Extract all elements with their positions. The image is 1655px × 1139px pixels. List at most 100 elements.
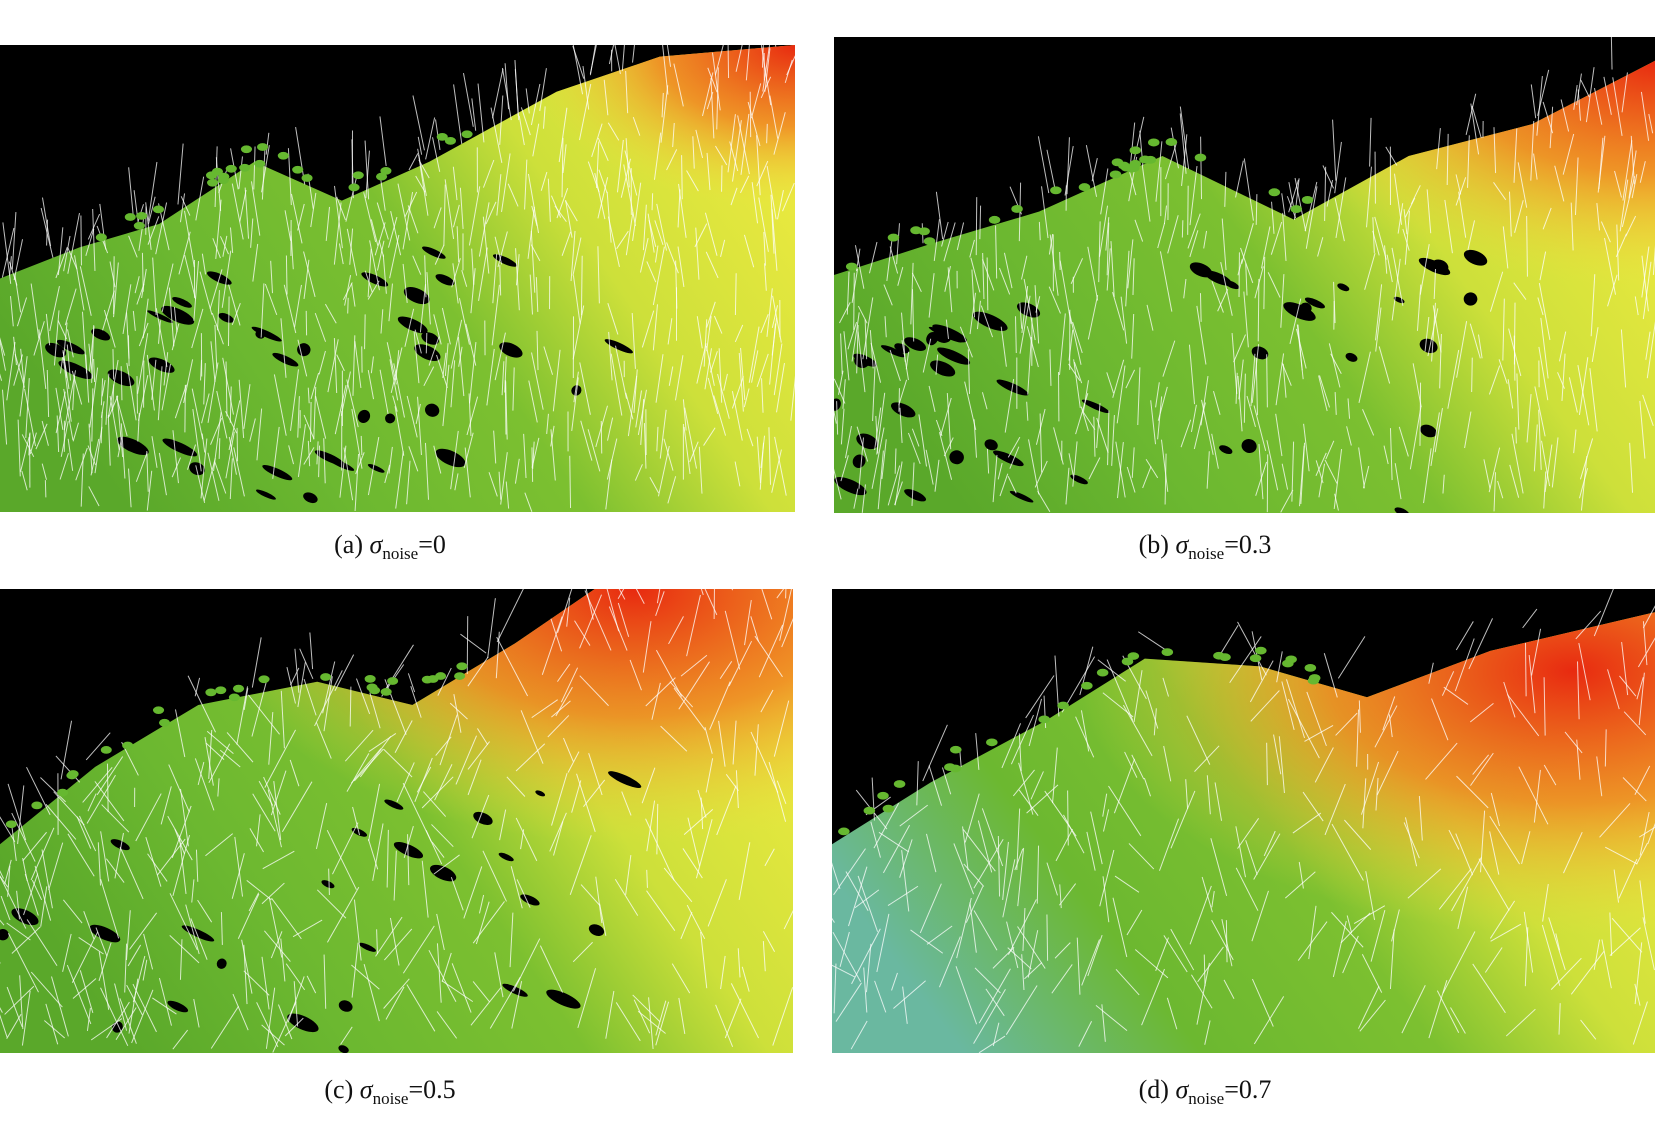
- normal-stroke: [324, 955, 326, 1009]
- gap: [216, 958, 227, 969]
- point: [435, 672, 447, 680]
- normal-stroke: [40, 778, 65, 802]
- normal-stroke: [528, 207, 534, 259]
- normal-stroke: [91, 1019, 122, 1040]
- normal-stroke: [577, 774, 596, 832]
- normal-stroke: [1276, 353, 1284, 405]
- normal-stroke: [376, 917, 403, 956]
- normal-stroke: [350, 687, 351, 727]
- normal-stroke: [133, 984, 157, 1032]
- normal-stroke: [660, 410, 666, 459]
- normal-stroke: [337, 355, 345, 371]
- normal-stroke: [245, 188, 248, 239]
- point: [1290, 205, 1303, 214]
- normal-stroke: [1277, 651, 1283, 682]
- normal-stroke: [269, 712, 273, 765]
- normal-stroke: [1026, 676, 1054, 718]
- normal-stroke: [502, 153, 511, 212]
- normal-stroke: [1612, 918, 1642, 952]
- normal-stroke: [980, 206, 981, 240]
- normal-stroke: [728, 45, 729, 78]
- normal-stroke: [123, 284, 131, 334]
- gap: [429, 864, 457, 882]
- normal-stroke: [113, 384, 114, 410]
- point: [436, 133, 448, 141]
- normal-stroke: [1335, 494, 1339, 511]
- normal-stroke: [209, 730, 212, 779]
- gap: [984, 439, 998, 451]
- normal-stroke: [521, 107, 530, 135]
- normal-stroke: [656, 650, 681, 696]
- normal-stroke: [307, 976, 316, 993]
- gap: [1009, 490, 1034, 503]
- normal-stroke: [502, 68, 511, 120]
- normal-stroke: [735, 273, 736, 315]
- normal-stroke: [1431, 412, 1439, 466]
- gap: [1300, 302, 1312, 314]
- normal-stroke: [1161, 440, 1167, 492]
- gap: [1420, 424, 1437, 438]
- normal-stroke: [227, 732, 253, 762]
- normal-stroke: [1068, 791, 1069, 846]
- gap: [1219, 445, 1233, 455]
- normal-stroke: [456, 736, 477, 785]
- normal-stroke: [1246, 840, 1258, 875]
- point: [277, 151, 289, 160]
- normal-stroke: [873, 361, 876, 421]
- normal-stroke: [887, 236, 893, 281]
- normal-stroke: [472, 98, 476, 130]
- normal-stroke: [855, 245, 863, 289]
- gap: [89, 924, 121, 943]
- gap: [1224, 280, 1240, 290]
- normal-stroke: [180, 789, 188, 846]
- point: [838, 827, 850, 836]
- normal-stroke: [1507, 695, 1538, 736]
- normal-stroke: [1555, 166, 1564, 202]
- normal-stroke: [1544, 677, 1545, 735]
- normal-stroke: [563, 144, 566, 173]
- normal-stroke: [191, 918, 207, 959]
- normal-stroke: [335, 385, 346, 434]
- gap: [937, 347, 971, 365]
- normal-stroke: [169, 288, 173, 347]
- normal-stroke: [42, 198, 50, 247]
- normal-stroke: [31, 972, 62, 1007]
- normal-stroke: [99, 943, 111, 981]
- normal-stroke: [285, 1018, 303, 1036]
- normal-stroke: [25, 874, 38, 915]
- normal-stroke: [573, 238, 581, 276]
- normal-stroke: [736, 45, 745, 72]
- normal-stroke: [120, 847, 143, 899]
- normal-stroke: [1066, 468, 1069, 505]
- normal-stroke: [218, 778, 219, 796]
- normal-stroke: [459, 298, 469, 344]
- point: [136, 212, 148, 220]
- gap: [262, 464, 293, 481]
- normal-stroke: [548, 715, 569, 737]
- normal-stroke: [1532, 629, 1541, 676]
- normal-stroke: [254, 146, 255, 189]
- normal-stroke: [607, 192, 611, 243]
- normal-stroke: [202, 254, 205, 275]
- normal-stroke: [291, 668, 299, 685]
- normal-stroke: [606, 991, 614, 1039]
- normal-stroke: [783, 183, 795, 211]
- normal-stroke: [472, 249, 474, 285]
- caption-symbol: σ: [1175, 530, 1189, 559]
- normal-stroke: [1578, 89, 1580, 120]
- normal-stroke: [594, 589, 625, 599]
- normal-stroke: [1212, 891, 1214, 907]
- normal-stroke: [220, 236, 228, 254]
- normal-stroke: [1404, 209, 1407, 234]
- point: [205, 171, 218, 180]
- panel-image: [834, 37, 1655, 513]
- gap: [218, 312, 234, 323]
- normal-stroke: [761, 314, 768, 333]
- normal-stroke: [209, 744, 230, 783]
- normal-stroke: [652, 683, 660, 720]
- normal-stroke: [244, 384, 250, 429]
- normal-stroke: [703, 589, 716, 615]
- normal-stroke: [113, 349, 114, 379]
- point: [215, 686, 227, 695]
- normal-stroke: [1325, 460, 1337, 484]
